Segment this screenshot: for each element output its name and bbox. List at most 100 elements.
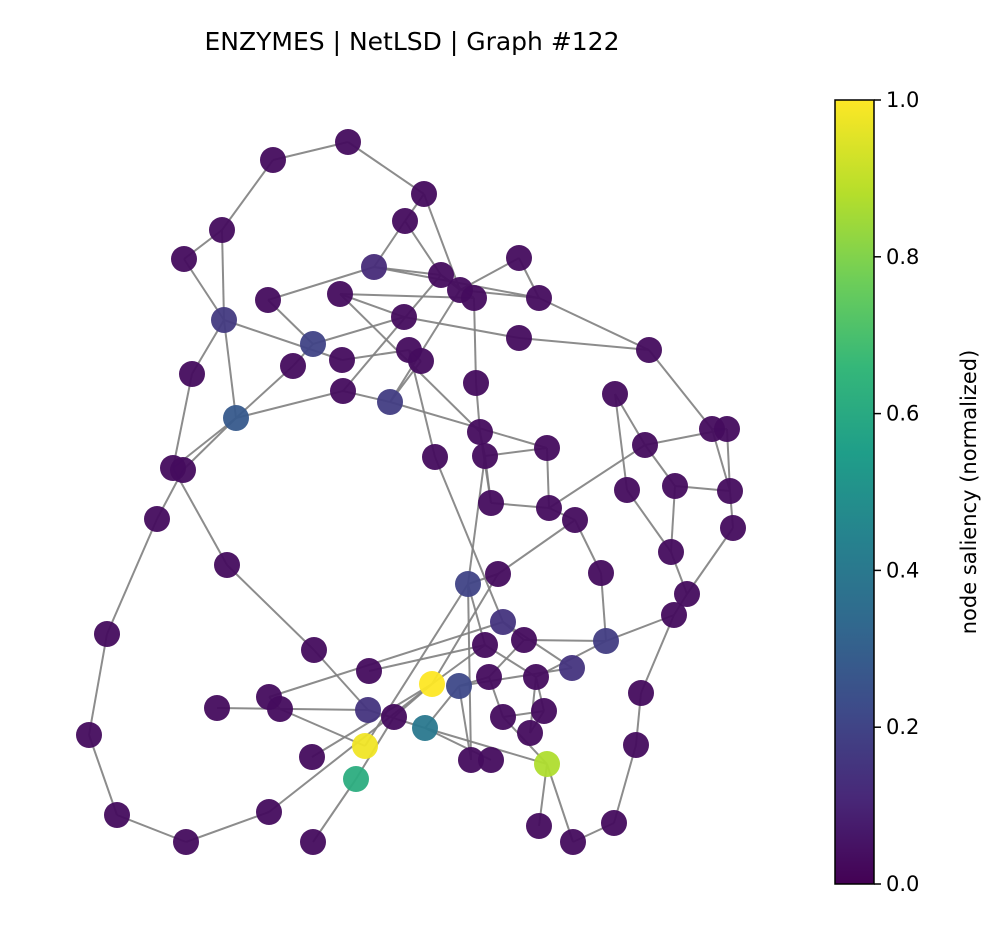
colorbar: 0.0 0.2 0.4 0.6 0.8 1.0 node saliency (normal… xyxy=(834,88,981,896)
graph-edge xyxy=(546,763,574,843)
graph-node xyxy=(534,751,560,777)
graph-edge xyxy=(223,319,343,361)
graph-node xyxy=(104,802,130,828)
graph-node xyxy=(209,217,235,243)
colorbar-ticks: 0.0 0.2 0.4 0.6 0.8 1.0 xyxy=(874,88,919,896)
graph-node xyxy=(526,813,552,839)
graph-node xyxy=(593,628,619,654)
graph-node xyxy=(179,361,205,387)
graph-node xyxy=(356,658,382,684)
graph-edge xyxy=(423,193,461,291)
graph-node xyxy=(614,477,640,503)
graph-node xyxy=(628,680,654,706)
graph-node xyxy=(478,747,504,773)
graph-node xyxy=(588,560,614,586)
graph-edge xyxy=(389,289,461,403)
graph-node xyxy=(260,147,286,173)
colorbar-tick-label: 1.0 xyxy=(886,88,919,112)
graph-node xyxy=(428,262,454,288)
graph-edge xyxy=(640,614,675,694)
colorbar-label: node saliency (normalized) xyxy=(957,350,981,635)
graph-node xyxy=(623,732,649,758)
graph-node xyxy=(455,571,481,597)
graph-node xyxy=(352,733,378,759)
graph-node xyxy=(490,609,516,635)
graph-edge xyxy=(221,159,274,231)
graph-node xyxy=(255,287,281,313)
graph-node xyxy=(412,715,438,741)
graph-node xyxy=(171,246,197,272)
graph-node xyxy=(355,697,381,723)
graph-node xyxy=(714,416,740,442)
graph-node xyxy=(446,673,472,699)
graph-node xyxy=(361,254,387,280)
graph-node xyxy=(506,245,532,271)
graph-node xyxy=(335,129,361,155)
colorbar-tick-label: 0.8 xyxy=(886,245,919,269)
graph-node xyxy=(94,621,120,647)
graph-edge xyxy=(88,734,118,816)
graph-edge xyxy=(106,518,158,635)
graph-nodes xyxy=(76,129,746,855)
graph-edge xyxy=(389,401,548,449)
colorbar-tick-label: 0.4 xyxy=(886,558,919,582)
graph-edge xyxy=(431,573,499,685)
graph-edge xyxy=(172,467,228,566)
graph-node xyxy=(661,602,687,628)
graph-edge xyxy=(88,633,108,736)
graph-node xyxy=(211,307,237,333)
graph-node xyxy=(461,285,487,311)
colorbar-tick-label: 0.2 xyxy=(886,715,919,739)
graph-node xyxy=(327,281,353,307)
graph-node xyxy=(720,515,746,541)
graph-edge xyxy=(458,667,573,687)
graph-node xyxy=(204,695,230,721)
graph-node xyxy=(506,325,532,351)
graph-node xyxy=(662,473,688,499)
graph-node xyxy=(601,810,627,836)
graph-node xyxy=(476,664,502,690)
graph-edge xyxy=(614,393,628,491)
graph-edge xyxy=(434,456,504,623)
graph-node xyxy=(223,405,249,431)
graph-node xyxy=(300,331,326,357)
graph-edge xyxy=(267,266,375,301)
graph-node xyxy=(478,490,504,516)
graph-node xyxy=(485,561,511,587)
graph-node xyxy=(559,655,585,681)
graph-edge xyxy=(185,811,270,843)
graph-node xyxy=(381,704,407,730)
graph-node xyxy=(170,457,196,483)
graph-edge xyxy=(497,519,576,575)
graph-node xyxy=(256,799,282,825)
graph-edge xyxy=(312,316,405,345)
graph-node xyxy=(458,747,484,773)
graph-node xyxy=(467,419,493,445)
graph-edge xyxy=(467,583,472,761)
graph-edge xyxy=(347,141,425,195)
graph-node xyxy=(602,381,628,407)
graph-edge xyxy=(268,621,504,698)
graph-edge xyxy=(502,621,573,669)
graph-edge xyxy=(686,527,734,595)
graph-edge xyxy=(467,455,486,585)
graph-edge xyxy=(368,644,486,672)
graph-node xyxy=(531,698,557,724)
graph-edge xyxy=(473,297,477,384)
graph-node xyxy=(536,495,562,521)
graph-node xyxy=(560,829,586,855)
graph-node xyxy=(463,370,489,396)
graph-node xyxy=(511,627,537,653)
graph-edge xyxy=(313,649,369,711)
graph-node xyxy=(632,432,658,458)
graph-node xyxy=(391,304,417,330)
graph-node xyxy=(562,507,588,533)
graph-node xyxy=(523,664,549,690)
graph-node xyxy=(526,285,552,311)
graph-node xyxy=(636,337,662,363)
graph-edge xyxy=(226,564,315,651)
graph-edge xyxy=(424,727,548,765)
graph-edge xyxy=(613,744,637,824)
graph-edge xyxy=(172,373,193,469)
